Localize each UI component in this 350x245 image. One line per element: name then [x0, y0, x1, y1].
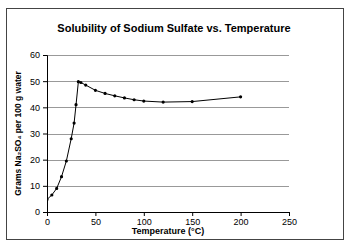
data-point: [123, 96, 126, 99]
tick: 20: [30, 155, 47, 165]
tick-mark: [43, 212, 47, 213]
tick-mark: [43, 107, 47, 108]
tick-mark: [43, 186, 47, 187]
tick-label: 200: [234, 217, 249, 227]
tick-label: 0: [35, 207, 40, 217]
data-point: [73, 121, 76, 124]
grid-line: [47, 160, 289, 161]
tick: 0: [45, 212, 50, 227]
data-point: [191, 100, 194, 103]
tick: 200: [234, 212, 249, 227]
tick-label: 40: [30, 103, 40, 113]
tick-label: 0: [45, 217, 50, 227]
chart-frame: [7, 9, 344, 240]
tick: 50: [30, 77, 47, 87]
tick-label: 50: [91, 217, 101, 227]
y-axis: 0 10 20 30 40 50 60: [30, 50, 48, 217]
axis-line: [43, 56, 48, 213]
data-point: [94, 89, 97, 92]
tick: 60: [30, 50, 47, 60]
chart-title: Solubility of Sodium Sulfate vs. Tempera…: [57, 22, 290, 34]
data-point: [65, 159, 68, 162]
tick-label: 250: [282, 217, 297, 227]
grid: [47, 56, 289, 213]
tick-label: 20: [30, 155, 40, 165]
data-point: [60, 175, 63, 178]
axis-line: [48, 213, 290, 217]
tick: 0: [35, 207, 47, 217]
data-point: [142, 99, 145, 102]
data-point: [113, 94, 116, 97]
data-point: [239, 95, 242, 98]
tick: 250: [282, 212, 297, 227]
tick-label: 30: [30, 129, 40, 139]
tick-mark: [43, 134, 47, 135]
tick: 10: [30, 181, 47, 191]
plot-area: [47, 80, 242, 201]
data-point: [70, 137, 73, 140]
data-point: [133, 98, 136, 101]
grid-line: [47, 134, 289, 135]
tick: 30: [30, 129, 47, 139]
data-point: [84, 83, 87, 86]
grid-line: [47, 81, 289, 82]
tick-mark: [43, 55, 47, 56]
data-point: [47, 198, 49, 201]
tick: 40: [30, 103, 47, 113]
grid-line: [47, 55, 289, 56]
data-point: [74, 103, 77, 106]
data-point: [162, 101, 165, 104]
data-point: [79, 81, 82, 84]
tick-mark: [43, 81, 47, 82]
tick-mark: [241, 212, 242, 216]
tick-label: 60: [30, 50, 40, 60]
tick-label: 50: [30, 77, 40, 87]
tick-mark: [144, 212, 145, 216]
tick-label: 10: [30, 181, 40, 191]
data-point: [50, 193, 53, 196]
x-axis-title: Temperature (°C): [132, 226, 204, 236]
tick-mark: [43, 160, 47, 161]
tick-mark: [95, 212, 96, 216]
grid-line: [47, 186, 289, 187]
tick-mark: [192, 212, 193, 216]
data-line: [47, 82, 241, 200]
tick-mark: [289, 212, 290, 216]
data-point: [55, 187, 58, 190]
tick: 50: [91, 212, 101, 227]
y-axis-title: Grams Na₂SO₄ per 100 g water: [13, 71, 23, 196]
data-point: [103, 92, 106, 95]
grid-line: [47, 107, 289, 108]
chart-svg: 0501001502002500102030405060Solubility o…: [0, 0, 350, 245]
